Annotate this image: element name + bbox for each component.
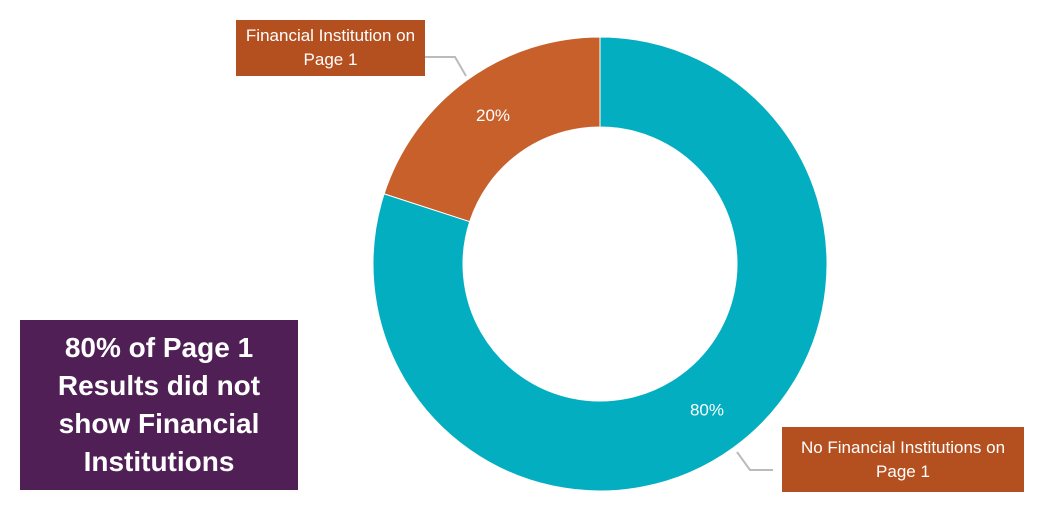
value-label: 20% [476, 106, 510, 125]
slice [383, 36, 601, 223]
leader-line [736, 451, 773, 471]
callout-label: No Financial Institutions on Page 1 [782, 427, 1024, 492]
callout-label: Financial Institution on Page 1 [236, 20, 425, 76]
leader-line [425, 56, 467, 77]
slice [372, 36, 828, 492]
annotation: 80% of Page 1 Results did not show Finan… [20, 320, 298, 490]
value-label: 80% [690, 401, 724, 420]
